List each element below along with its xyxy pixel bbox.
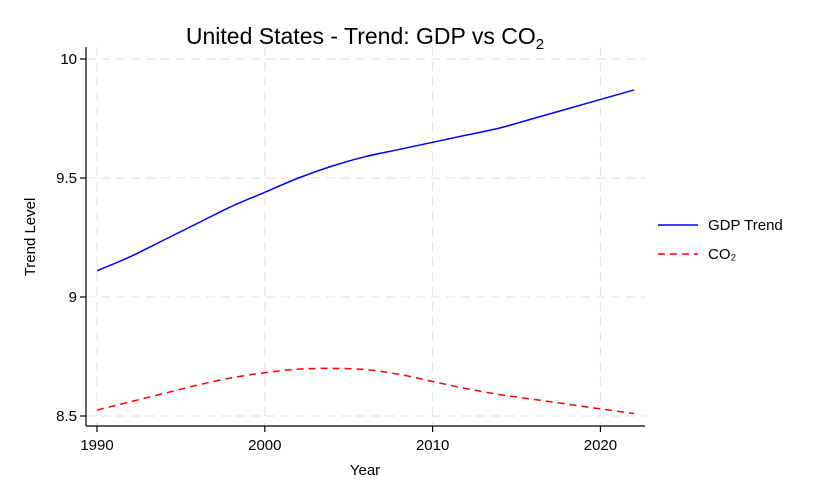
x-tick-label: 2010 — [416, 437, 449, 454]
series-layer — [96, 89, 635, 415]
y-axis-label: Trend Level — [22, 198, 39, 277]
y-tick-label: 9 — [69, 289, 77, 306]
y-tick-label: 8.5 — [56, 408, 77, 425]
axes: 8.5 9 9.5 10 1990 2000 2010 2020 — [56, 47, 645, 454]
series-line-gdp-trend — [96, 89, 635, 272]
chart-title: United States - Trend: GDP vs CO2 — [186, 23, 544, 53]
chart-title-subscript: 2 — [536, 36, 544, 53]
y-tick-label: 10 — [60, 51, 77, 68]
x-tick-label: 1990 — [80, 437, 113, 454]
grid-lines — [86, 47, 645, 426]
legend-label: CO₂ — [708, 246, 737, 263]
series-line-co2 — [96, 367, 635, 415]
y-tick-label: 9.5 — [56, 170, 77, 187]
x-tick-label: 2020 — [584, 437, 617, 454]
legend: GDP Trend CO₂ — [658, 217, 783, 263]
x-axis-label: Year — [350, 462, 380, 479]
x-tick-label: 2000 — [248, 437, 281, 454]
chart-title-main: United States - Trend: GDP vs CO — [186, 23, 536, 49]
legend-label: GDP Trend — [708, 217, 783, 234]
